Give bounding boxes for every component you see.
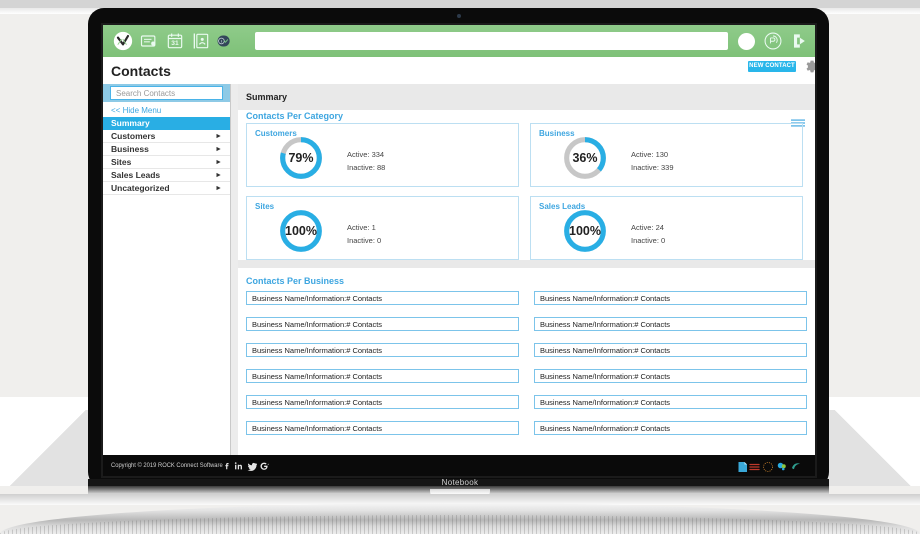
svg-text:i: i xyxy=(221,40,222,44)
svg-text:+: + xyxy=(267,462,269,466)
svg-text:31: 31 xyxy=(171,40,179,47)
